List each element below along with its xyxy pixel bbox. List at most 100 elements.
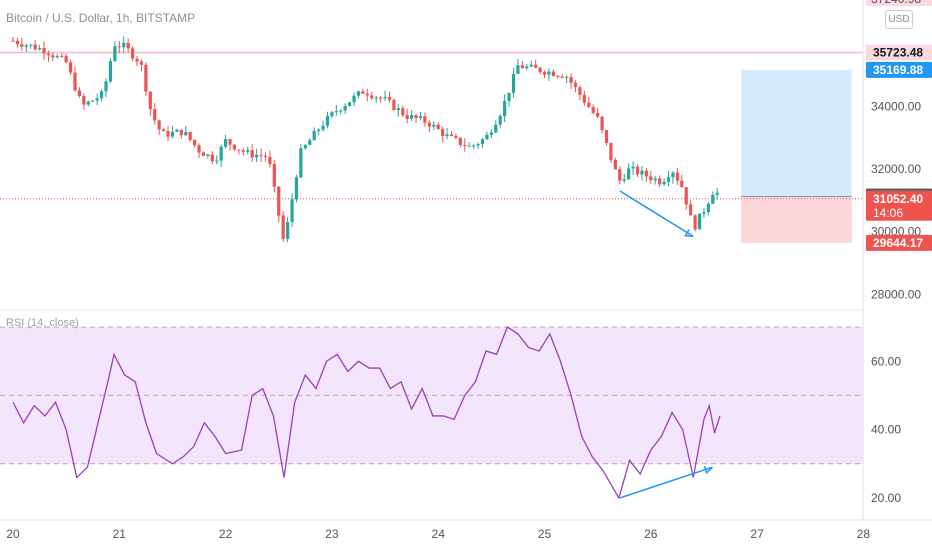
candle-body — [51, 55, 55, 58]
candle-body — [206, 154, 210, 156]
candle-body — [42, 48, 46, 54]
price-tag: 35169.88 — [866, 61, 932, 78]
candle-body — [432, 124, 436, 127]
rsi-divergence-arrow-head — [703, 465, 713, 475]
rsi-tick-label: 40.00 — [871, 423, 901, 437]
candle-body — [348, 102, 352, 106]
candle-body — [485, 134, 489, 140]
price-divergence-arrow-head — [684, 229, 694, 238]
candle-body — [117, 46, 121, 48]
candle-body — [82, 96, 86, 105]
candle-body — [325, 115, 330, 126]
currency-button[interactable]: USD — [885, 10, 913, 29]
rsi-indicator-title[interactable]: RSI (14, close) — [6, 317, 79, 329]
candle-body — [15, 40, 20, 45]
candle-body — [573, 82, 578, 88]
candle-body — [618, 169, 622, 181]
candle-body — [246, 150, 250, 152]
candle-body — [494, 124, 498, 133]
candle-body — [370, 95, 374, 99]
candle-body — [215, 160, 219, 162]
candle-body — [441, 129, 445, 137]
candle-body — [95, 98, 99, 101]
candle-body — [529, 64, 533, 67]
candle-body — [157, 120, 161, 130]
candle-body — [321, 125, 325, 130]
candle-body — [277, 186, 281, 216]
candle-body — [339, 110, 343, 112]
candle-body — [560, 76, 564, 78]
candle-body — [175, 129, 179, 132]
stop-zone — [741, 196, 852, 243]
candle-body — [46, 53, 51, 56]
candle-body — [489, 132, 493, 135]
candle-body — [29, 44, 33, 46]
rsi-band — [0, 327, 863, 464]
x-tick-label: 27 — [750, 527, 764, 541]
candle-body — [86, 101, 90, 105]
candle-body — [170, 131, 175, 137]
candle-body — [662, 181, 666, 185]
x-tick-label: 25 — [538, 527, 552, 541]
price-tag-text: 29644.17 — [873, 236, 923, 250]
price-tag-bg — [866, 61, 932, 78]
candle-body — [290, 199, 294, 223]
rsi-tick-label: 20.00 — [871, 491, 901, 505]
x-tick-label: 21 — [113, 527, 127, 541]
candle-body — [317, 129, 321, 131]
candle-body — [693, 215, 697, 230]
candle-body — [445, 134, 449, 137]
candle-body — [383, 97, 387, 99]
candle-body — [241, 150, 245, 152]
candle-body — [192, 139, 197, 146]
countdown-text: 14:06 — [873, 206, 903, 220]
candle-body — [427, 122, 431, 127]
candle-body — [503, 100, 507, 117]
candle-body — [126, 42, 130, 49]
candle-body — [303, 144, 307, 149]
candle-body — [458, 137, 462, 145]
candle-body — [259, 154, 263, 156]
top-price-label-text: 37240.98 — [871, 0, 921, 6]
candle-body — [113, 46, 117, 61]
candle-body — [255, 154, 259, 158]
rsi-line — [12, 326, 721, 500]
candle-body — [644, 170, 648, 177]
candle-body — [299, 148, 303, 178]
candle-body — [24, 45, 28, 47]
candle-body — [387, 97, 392, 100]
candle-body — [671, 172, 675, 178]
candle-body — [352, 95, 356, 103]
candle-body — [20, 44, 24, 47]
candle-body — [379, 97, 383, 99]
candle-body — [622, 179, 626, 181]
candle-body — [184, 131, 188, 136]
candle-body — [130, 48, 135, 59]
candle-body — [542, 72, 547, 75]
candle-body — [587, 102, 591, 108]
candle-body — [148, 91, 152, 110]
candle-body — [520, 65, 524, 69]
candle-body — [658, 178, 662, 185]
price-tick-label: 32000.00 — [871, 162, 921, 176]
candle-body — [77, 90, 82, 97]
candle-body — [516, 65, 520, 74]
candle-body — [467, 145, 471, 147]
candle-body — [565, 77, 569, 79]
candle-body — [538, 67, 542, 73]
candle-body — [511, 73, 516, 93]
candle-body — [591, 107, 595, 113]
candle-body — [653, 178, 657, 181]
price-tag: 35723.48 — [866, 44, 932, 61]
candle-body — [715, 192, 719, 195]
candle-body — [684, 187, 688, 205]
candle-body — [423, 116, 427, 123]
candle-body — [569, 77, 573, 83]
x-tick-label: 23 — [325, 527, 339, 541]
candle-body — [188, 131, 192, 140]
candle-body — [649, 176, 653, 181]
target-zone — [741, 69, 852, 197]
